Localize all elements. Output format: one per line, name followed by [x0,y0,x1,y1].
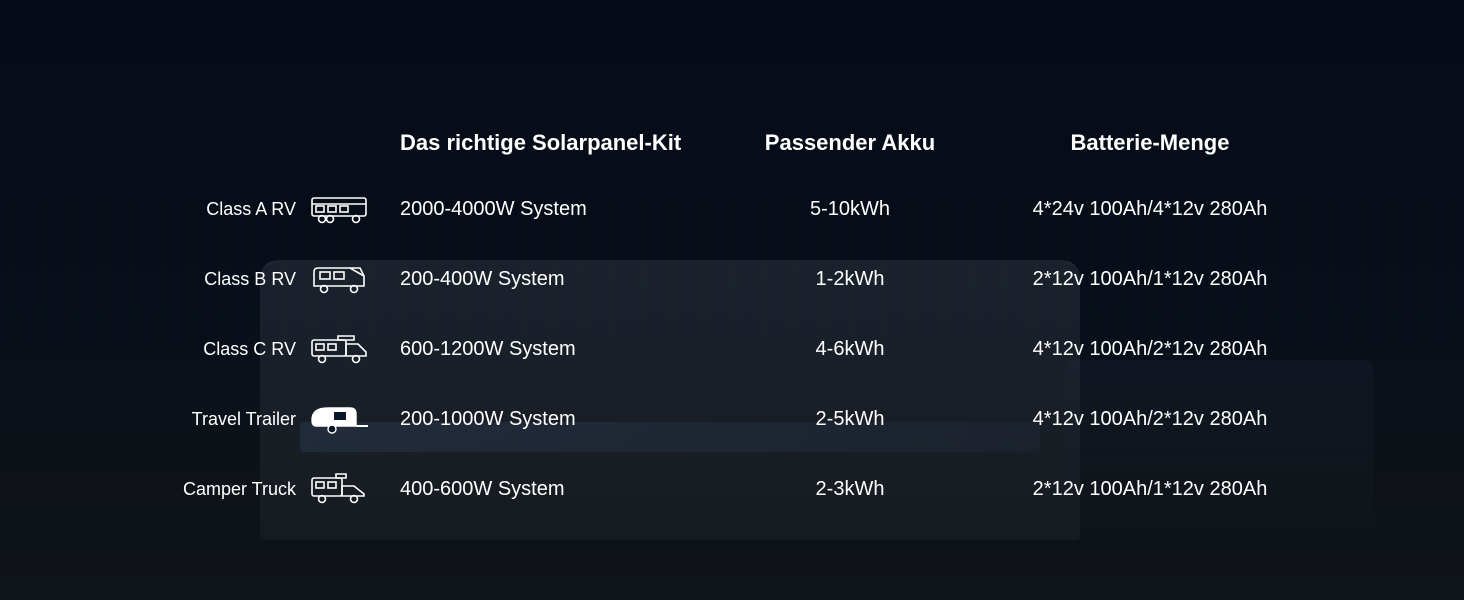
cell-battery: 2-5kWh [720,408,980,431]
row-label: Travel Trailer [150,402,400,436]
cell-battery: 2-3kWh [720,478,980,501]
travel-trailer-icon [310,402,370,436]
row-label-text: Class A RV [206,199,296,220]
class-a-rv-icon [310,192,370,226]
cell-battery-qty: 4*12v 100Ah/2*12v 280Ah [980,408,1320,431]
header-battery-qty: Batterie-Menge [980,130,1320,156]
row-label: Class B RV [150,262,400,296]
row-label-text: Travel Trailer [192,409,296,430]
cell-solar-kit: 600-1200W System [400,338,720,361]
cell-solar-kit: 200-400W System [400,268,720,291]
cell-solar-kit: 400-600W System [400,478,720,501]
header-battery: Passender Akku [720,130,980,156]
infographic-stage: Das richtige Solarpanel-Kit Passender Ak… [0,0,1464,600]
row-label-text: Class C RV [203,339,296,360]
class-c-rv-icon [310,332,370,366]
cell-battery: 5-10kWh [720,198,980,221]
cell-battery-qty: 2*12v 100Ah/1*12v 280Ah [980,478,1320,501]
row-label: Class A RV [150,192,400,226]
cell-battery: 1-2kWh [720,268,980,291]
header-solar-kit: Das richtige Solarpanel-Kit [400,130,720,156]
row-label: Camper Truck [150,472,400,506]
class-b-rv-icon [310,262,370,296]
cell-solar-kit: 2000-4000W System [400,198,720,221]
row-label: Class C RV [150,332,400,366]
camper-truck-icon [310,472,370,506]
cell-battery-qty: 4*12v 100Ah/2*12v 280Ah [980,338,1320,361]
cell-battery-qty: 2*12v 100Ah/1*12v 280Ah [980,268,1320,291]
row-label-text: Class B RV [204,269,296,290]
cell-battery-qty: 4*24v 100Ah/4*12v 280Ah [980,198,1320,221]
cell-battery: 4-6kWh [720,338,980,361]
rv-solar-table: Das richtige Solarpanel-Kit Passender Ak… [150,130,1344,506]
row-label-text: Camper Truck [183,479,296,500]
cell-solar-kit: 200-1000W System [400,408,720,431]
